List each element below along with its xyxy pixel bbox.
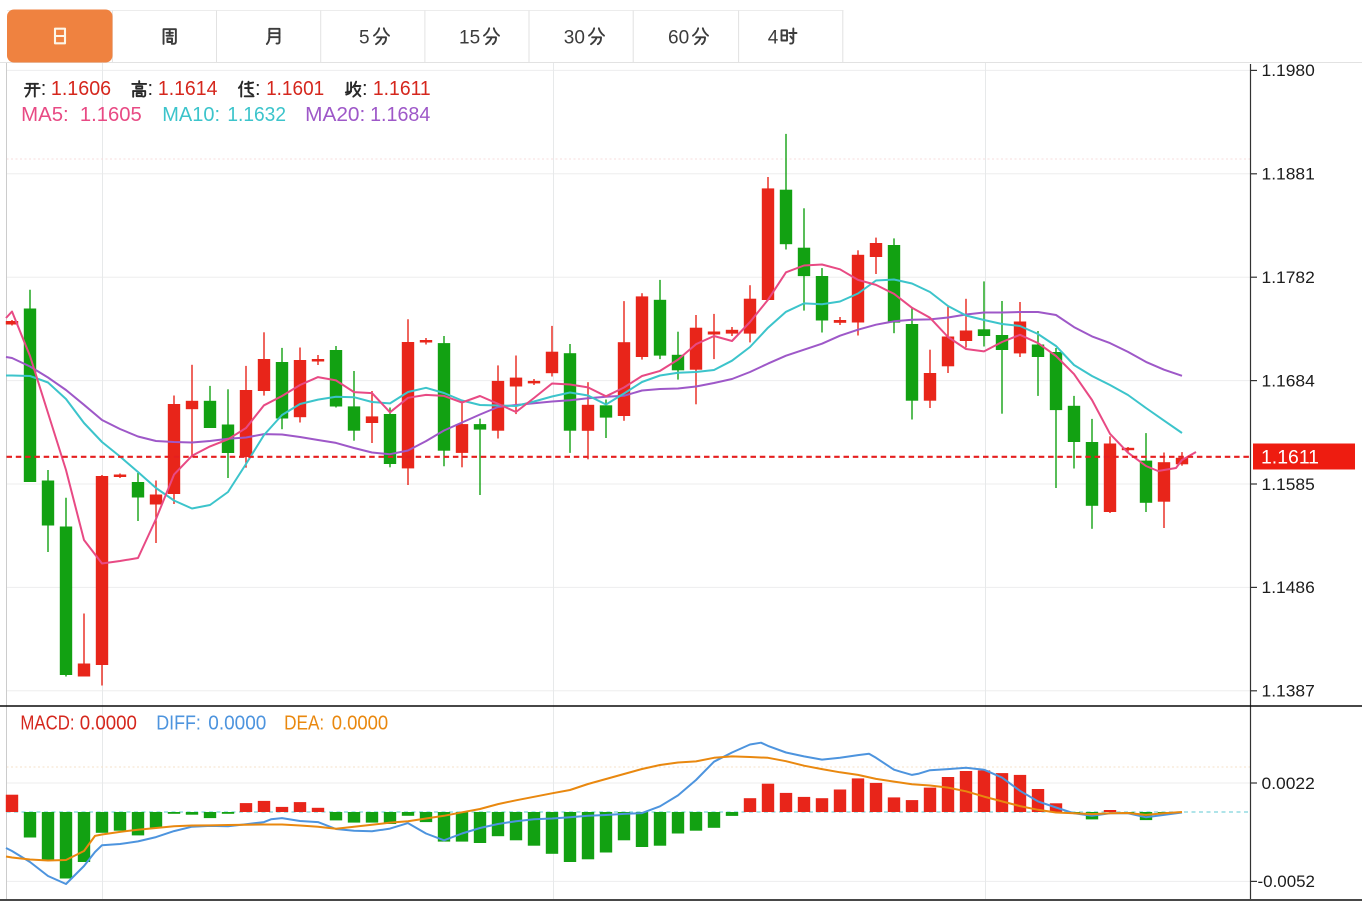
svg-text::: : xyxy=(362,78,368,100)
svg-text:1.1684: 1.1684 xyxy=(1262,371,1315,390)
svg-text:4: 4 xyxy=(768,28,779,49)
svg-text:1.1684: 1.1684 xyxy=(370,104,430,126)
svg-text:0.0000: 0.0000 xyxy=(80,713,137,735)
svg-text::: : xyxy=(255,78,261,100)
svg-text:1.1980: 1.1980 xyxy=(1262,61,1315,80)
svg-text:1.1632: 1.1632 xyxy=(227,104,286,126)
svg-text:1.1606: 1.1606 xyxy=(51,78,111,100)
svg-text:1.1387: 1.1387 xyxy=(1262,682,1315,701)
svg-text:1.1601: 1.1601 xyxy=(266,78,324,100)
svg-text:1.1611: 1.1611 xyxy=(1261,447,1319,469)
svg-text:DIFF:: DIFF: xyxy=(156,713,201,735)
svg-text:0.0022: 0.0022 xyxy=(1262,774,1315,793)
svg-text:1.1614: 1.1614 xyxy=(158,78,218,100)
svg-text::: : xyxy=(148,78,154,100)
svg-text:1.1486: 1.1486 xyxy=(1262,578,1315,597)
svg-text:DEA:: DEA: xyxy=(284,713,324,735)
svg-text:1.1782: 1.1782 xyxy=(1262,268,1315,287)
svg-text:MA10:: MA10: xyxy=(162,104,220,126)
svg-text:1.1585: 1.1585 xyxy=(1262,475,1315,494)
svg-text:0.0000: 0.0000 xyxy=(332,713,389,735)
svg-text:60: 60 xyxy=(668,28,689,49)
svg-text:0.0000: 0.0000 xyxy=(208,713,266,735)
svg-text:1.1611: 1.1611 xyxy=(373,78,431,100)
svg-text:15: 15 xyxy=(459,28,480,49)
svg-text:5: 5 xyxy=(359,28,370,49)
svg-text:MA20:: MA20: xyxy=(305,104,365,126)
svg-text:-0.0052: -0.0052 xyxy=(1258,872,1316,891)
svg-text:1.1881: 1.1881 xyxy=(1262,165,1315,184)
svg-text:MACD:: MACD: xyxy=(20,713,74,735)
svg-text::: : xyxy=(41,78,47,100)
svg-text:30: 30 xyxy=(564,28,585,49)
svg-text:MA5:: MA5: xyxy=(21,104,68,126)
svg-text:1.1605: 1.1605 xyxy=(80,104,142,126)
